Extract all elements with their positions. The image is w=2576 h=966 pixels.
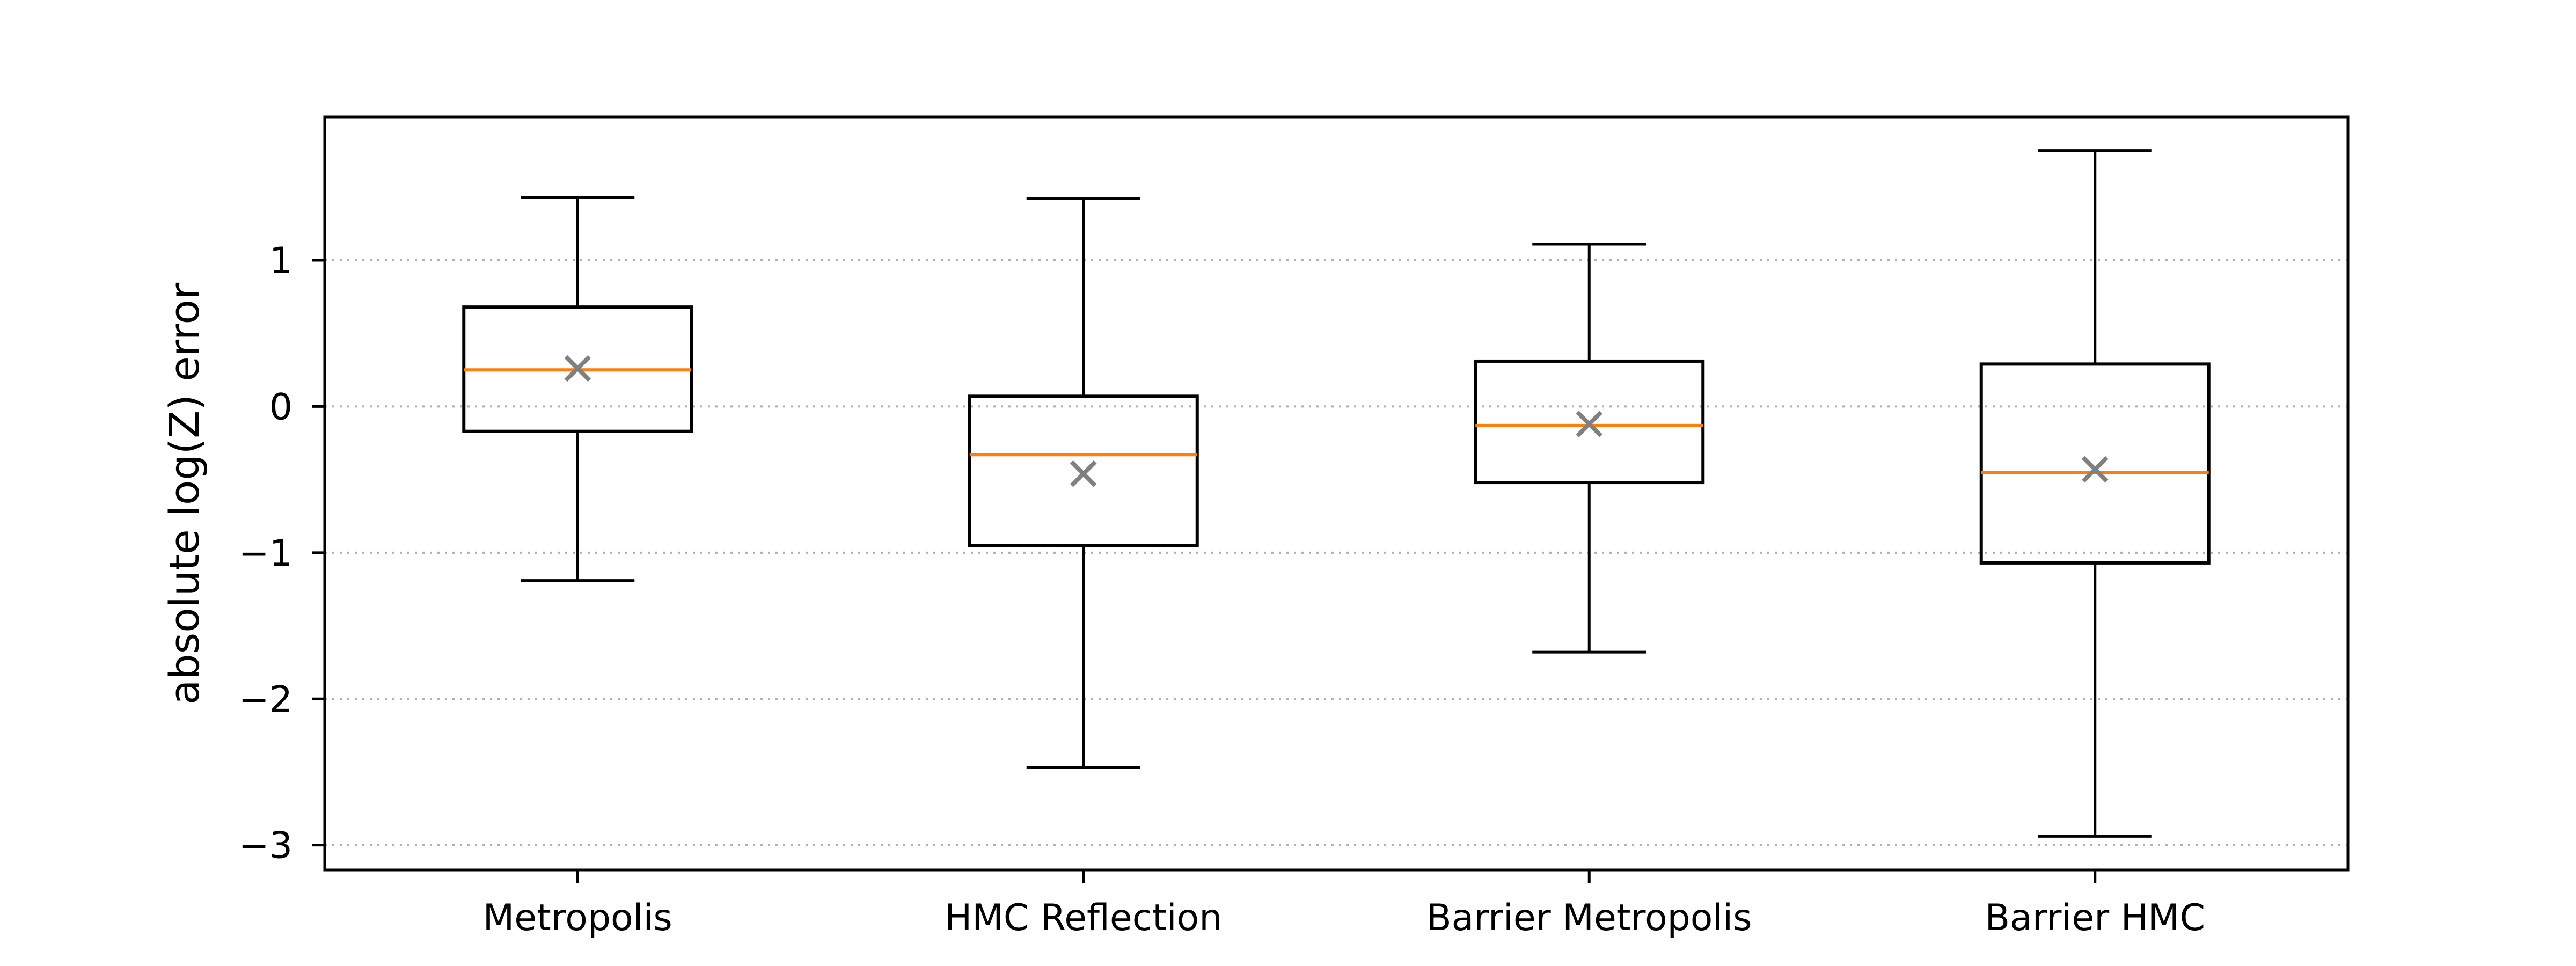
y-tick-label: −1 (239, 532, 292, 575)
y-tick-label: 1 (269, 240, 292, 282)
y-tick-label: −2 (239, 678, 292, 721)
grid-lines (325, 259, 2348, 846)
plot-frame (323, 115, 2350, 872)
mean-marker-stroke (2081, 456, 2109, 483)
y-axis: 1 0 −1 −2 −3 (239, 240, 325, 867)
box-4 (1979, 149, 2211, 838)
box-2 (968, 197, 1199, 769)
x-tick-label: Barrier Metropolis (1426, 897, 1752, 939)
mean-marker-stroke (1070, 460, 1097, 487)
y-tick-label: 0 (269, 386, 292, 428)
box-iqr (1979, 362, 2211, 565)
x-tick-label: Metropolis (483, 897, 672, 939)
box-iqr (1474, 359, 1705, 485)
y-tick-label: −3 (239, 825, 292, 867)
x-tick-label: Barrier HMC (1985, 897, 2205, 939)
box-3 (1474, 243, 1705, 654)
mean-marker (1576, 411, 1603, 437)
x-axis: Metropolis HMC Reflection Barrier Metropol… (483, 870, 2205, 939)
y-axis-label: absolute log(Z) error (160, 282, 208, 705)
boxplot-series (462, 149, 2211, 838)
x-tick-label: HMC Reflection (945, 897, 1222, 939)
mean-marker (1070, 460, 1097, 487)
mean-marker (2081, 456, 2109, 483)
box-1 (462, 196, 693, 582)
mean-marker-stroke (564, 355, 591, 382)
mean-marker-stroke (1576, 411, 1603, 437)
mean-marker (564, 355, 591, 382)
box-iqr (968, 394, 1199, 547)
